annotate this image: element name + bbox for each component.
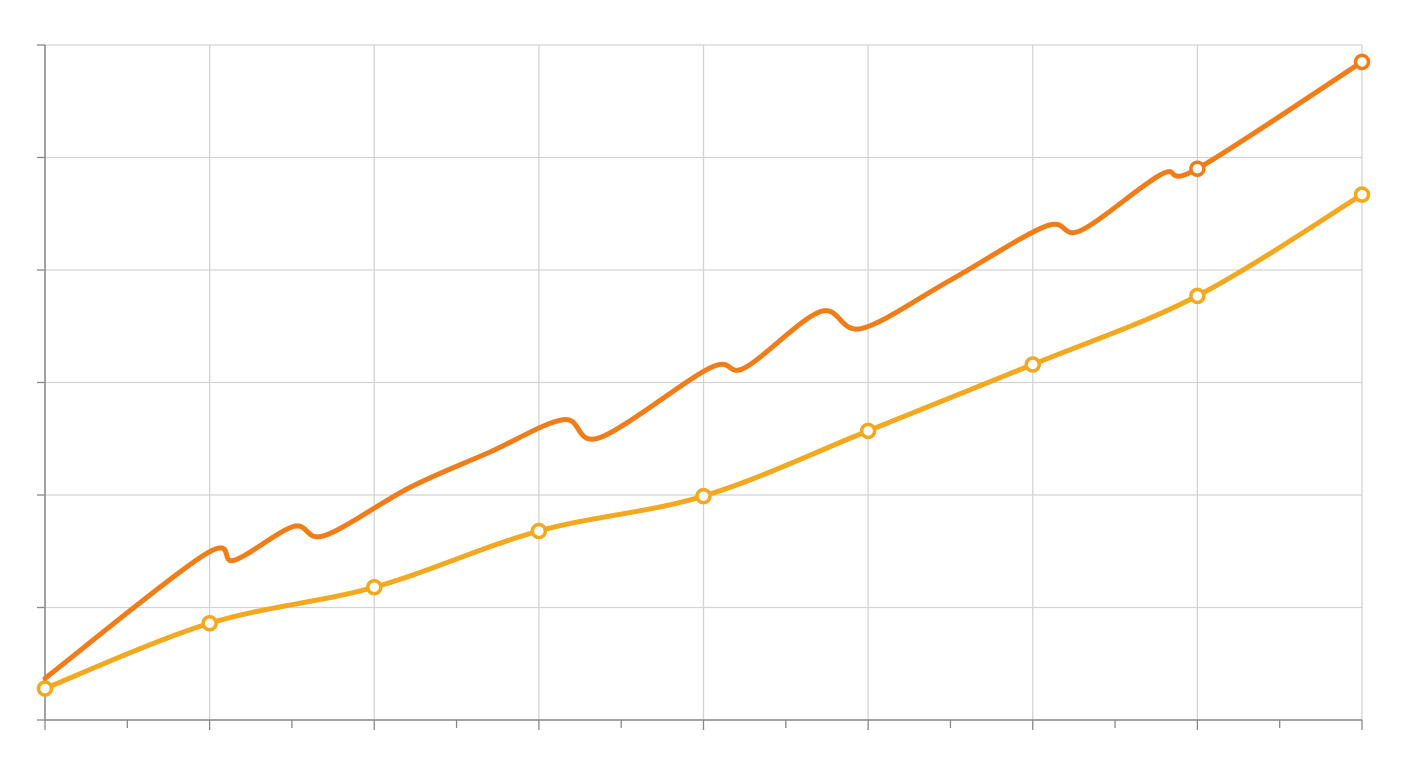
point-marker <box>1353 186 1371 203</box>
point-marker <box>1189 160 1206 177</box>
series-line <box>42 59 1365 681</box>
point-marker <box>530 522 548 540</box>
point-marker <box>366 579 383 596</box>
point-marker <box>201 615 218 632</box>
point-marker <box>1353 53 1371 71</box>
point-marker <box>859 422 877 440</box>
point-marker <box>695 487 712 505</box>
point-marker <box>1189 287 1206 305</box>
point-marker <box>36 680 54 697</box>
point-marker <box>1024 356 1041 373</box>
